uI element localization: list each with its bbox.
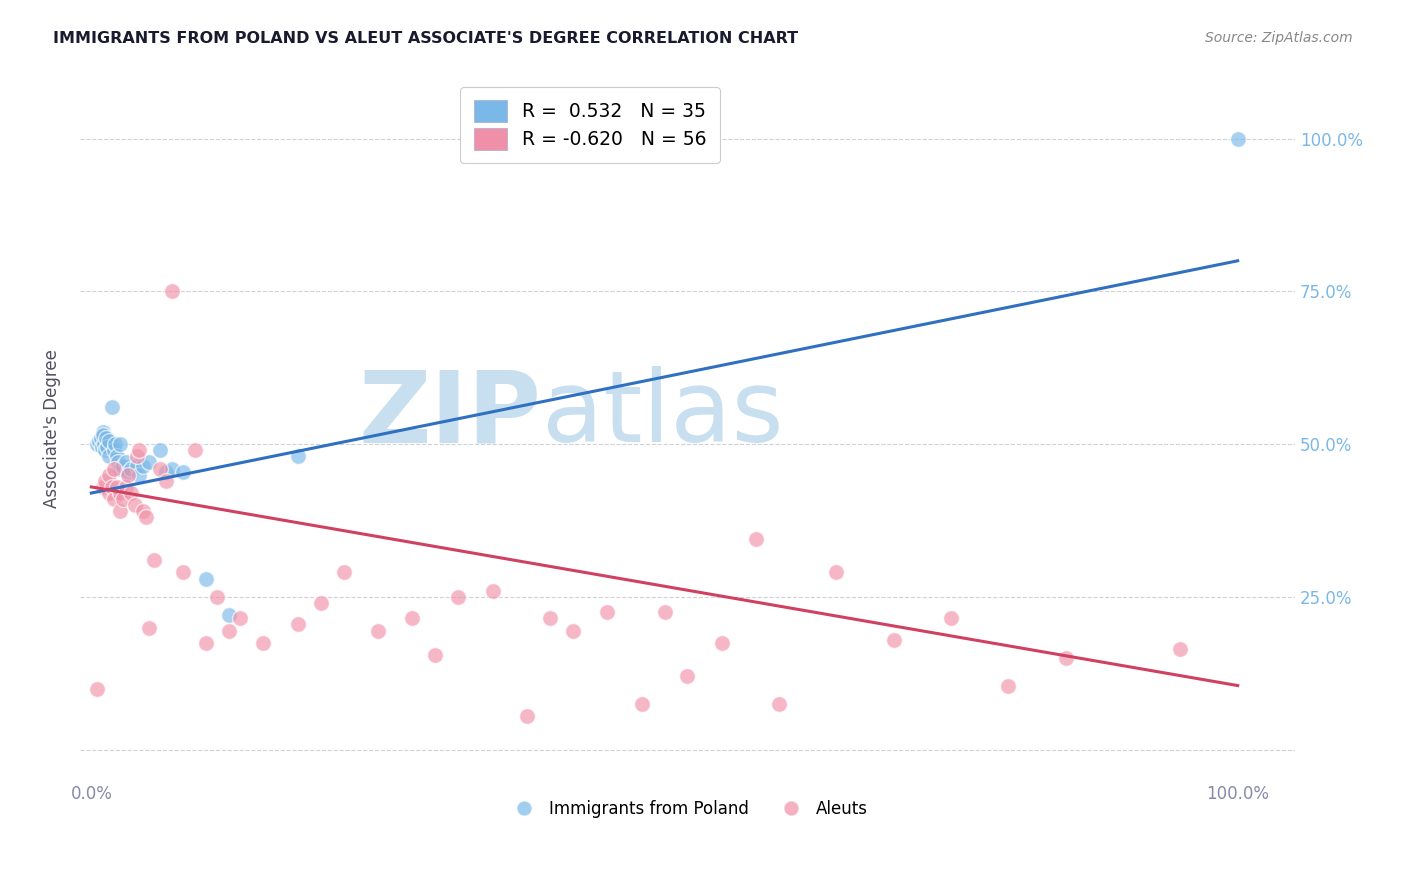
Point xyxy=(207,590,229,604)
Point xyxy=(183,443,205,458)
Point xyxy=(105,480,128,494)
Point xyxy=(630,697,652,711)
Point xyxy=(128,443,150,458)
Point xyxy=(86,437,108,451)
Point xyxy=(117,465,139,479)
Point xyxy=(447,590,470,604)
Point xyxy=(367,624,389,638)
Point xyxy=(97,467,120,482)
Point xyxy=(120,486,142,500)
Point xyxy=(745,532,768,546)
Point xyxy=(108,504,131,518)
Point xyxy=(997,679,1019,693)
Text: Source: ZipAtlas.com: Source: ZipAtlas.com xyxy=(1205,31,1353,45)
Point xyxy=(768,697,790,711)
Point xyxy=(108,437,131,451)
Point xyxy=(172,566,194,580)
Point xyxy=(114,455,136,469)
Text: atlas: atlas xyxy=(541,367,783,463)
Point xyxy=(103,492,125,507)
Text: IMMIGRANTS FROM POLAND VS ALEUT ASSOCIATE'S DEGREE CORRELATION CHART: IMMIGRANTS FROM POLAND VS ALEUT ASSOCIAT… xyxy=(53,31,799,46)
Point xyxy=(218,608,240,623)
Point xyxy=(91,425,114,439)
Point xyxy=(1170,641,1192,656)
Point xyxy=(86,681,108,696)
Point xyxy=(287,617,309,632)
Point xyxy=(710,636,733,650)
Point xyxy=(103,461,125,475)
Point xyxy=(97,486,120,500)
Y-axis label: Associate's Degree: Associate's Degree xyxy=(44,350,60,508)
Point xyxy=(160,461,183,475)
Point xyxy=(93,437,115,451)
Point xyxy=(108,461,131,475)
Point xyxy=(94,474,117,488)
Point xyxy=(194,636,217,650)
Point xyxy=(143,553,166,567)
Point xyxy=(124,498,146,512)
Point xyxy=(596,605,619,619)
Point xyxy=(155,465,177,479)
Point xyxy=(108,486,131,500)
Point xyxy=(309,596,332,610)
Point xyxy=(138,620,160,634)
Point xyxy=(516,709,538,723)
Point xyxy=(117,467,139,482)
Point xyxy=(425,648,447,662)
Point xyxy=(883,632,905,647)
Point xyxy=(332,566,354,580)
Point xyxy=(172,465,194,479)
Point xyxy=(112,458,135,473)
Point xyxy=(825,566,848,580)
Point xyxy=(160,285,183,299)
Point xyxy=(132,458,155,473)
Point xyxy=(155,474,177,488)
Point xyxy=(132,504,155,518)
Point xyxy=(127,458,149,473)
Point xyxy=(90,440,112,454)
Point xyxy=(97,434,120,448)
Point xyxy=(96,431,118,445)
Point xyxy=(114,480,136,494)
Point xyxy=(96,440,118,454)
Point xyxy=(481,583,503,598)
Point xyxy=(120,461,142,475)
Point xyxy=(105,450,128,464)
Point xyxy=(149,461,172,475)
Point xyxy=(94,443,117,458)
Point xyxy=(89,434,111,448)
Point xyxy=(149,443,172,458)
Legend: Immigrants from Poland, Aleuts: Immigrants from Poland, Aleuts xyxy=(501,793,875,825)
Point xyxy=(112,492,135,507)
Point xyxy=(91,428,114,442)
Point xyxy=(654,605,676,619)
Point xyxy=(194,572,217,586)
Point xyxy=(229,611,252,625)
Point xyxy=(101,401,124,415)
Point xyxy=(287,450,309,464)
Point xyxy=(104,437,127,451)
Point xyxy=(91,480,114,494)
Point xyxy=(89,431,111,445)
Point xyxy=(128,467,150,482)
Point xyxy=(538,611,561,625)
Point xyxy=(97,450,120,464)
Point xyxy=(401,611,423,625)
Text: ZIP: ZIP xyxy=(359,367,541,463)
Point xyxy=(939,611,962,625)
Point xyxy=(127,450,149,464)
Point xyxy=(676,669,699,683)
Point xyxy=(1226,131,1249,145)
Point xyxy=(101,480,124,494)
Point xyxy=(252,636,274,650)
Point xyxy=(107,455,129,469)
Point xyxy=(218,624,240,638)
Point xyxy=(135,510,157,524)
Point xyxy=(1054,651,1077,665)
Point xyxy=(561,624,583,638)
Point xyxy=(103,443,125,458)
Point xyxy=(138,455,160,469)
